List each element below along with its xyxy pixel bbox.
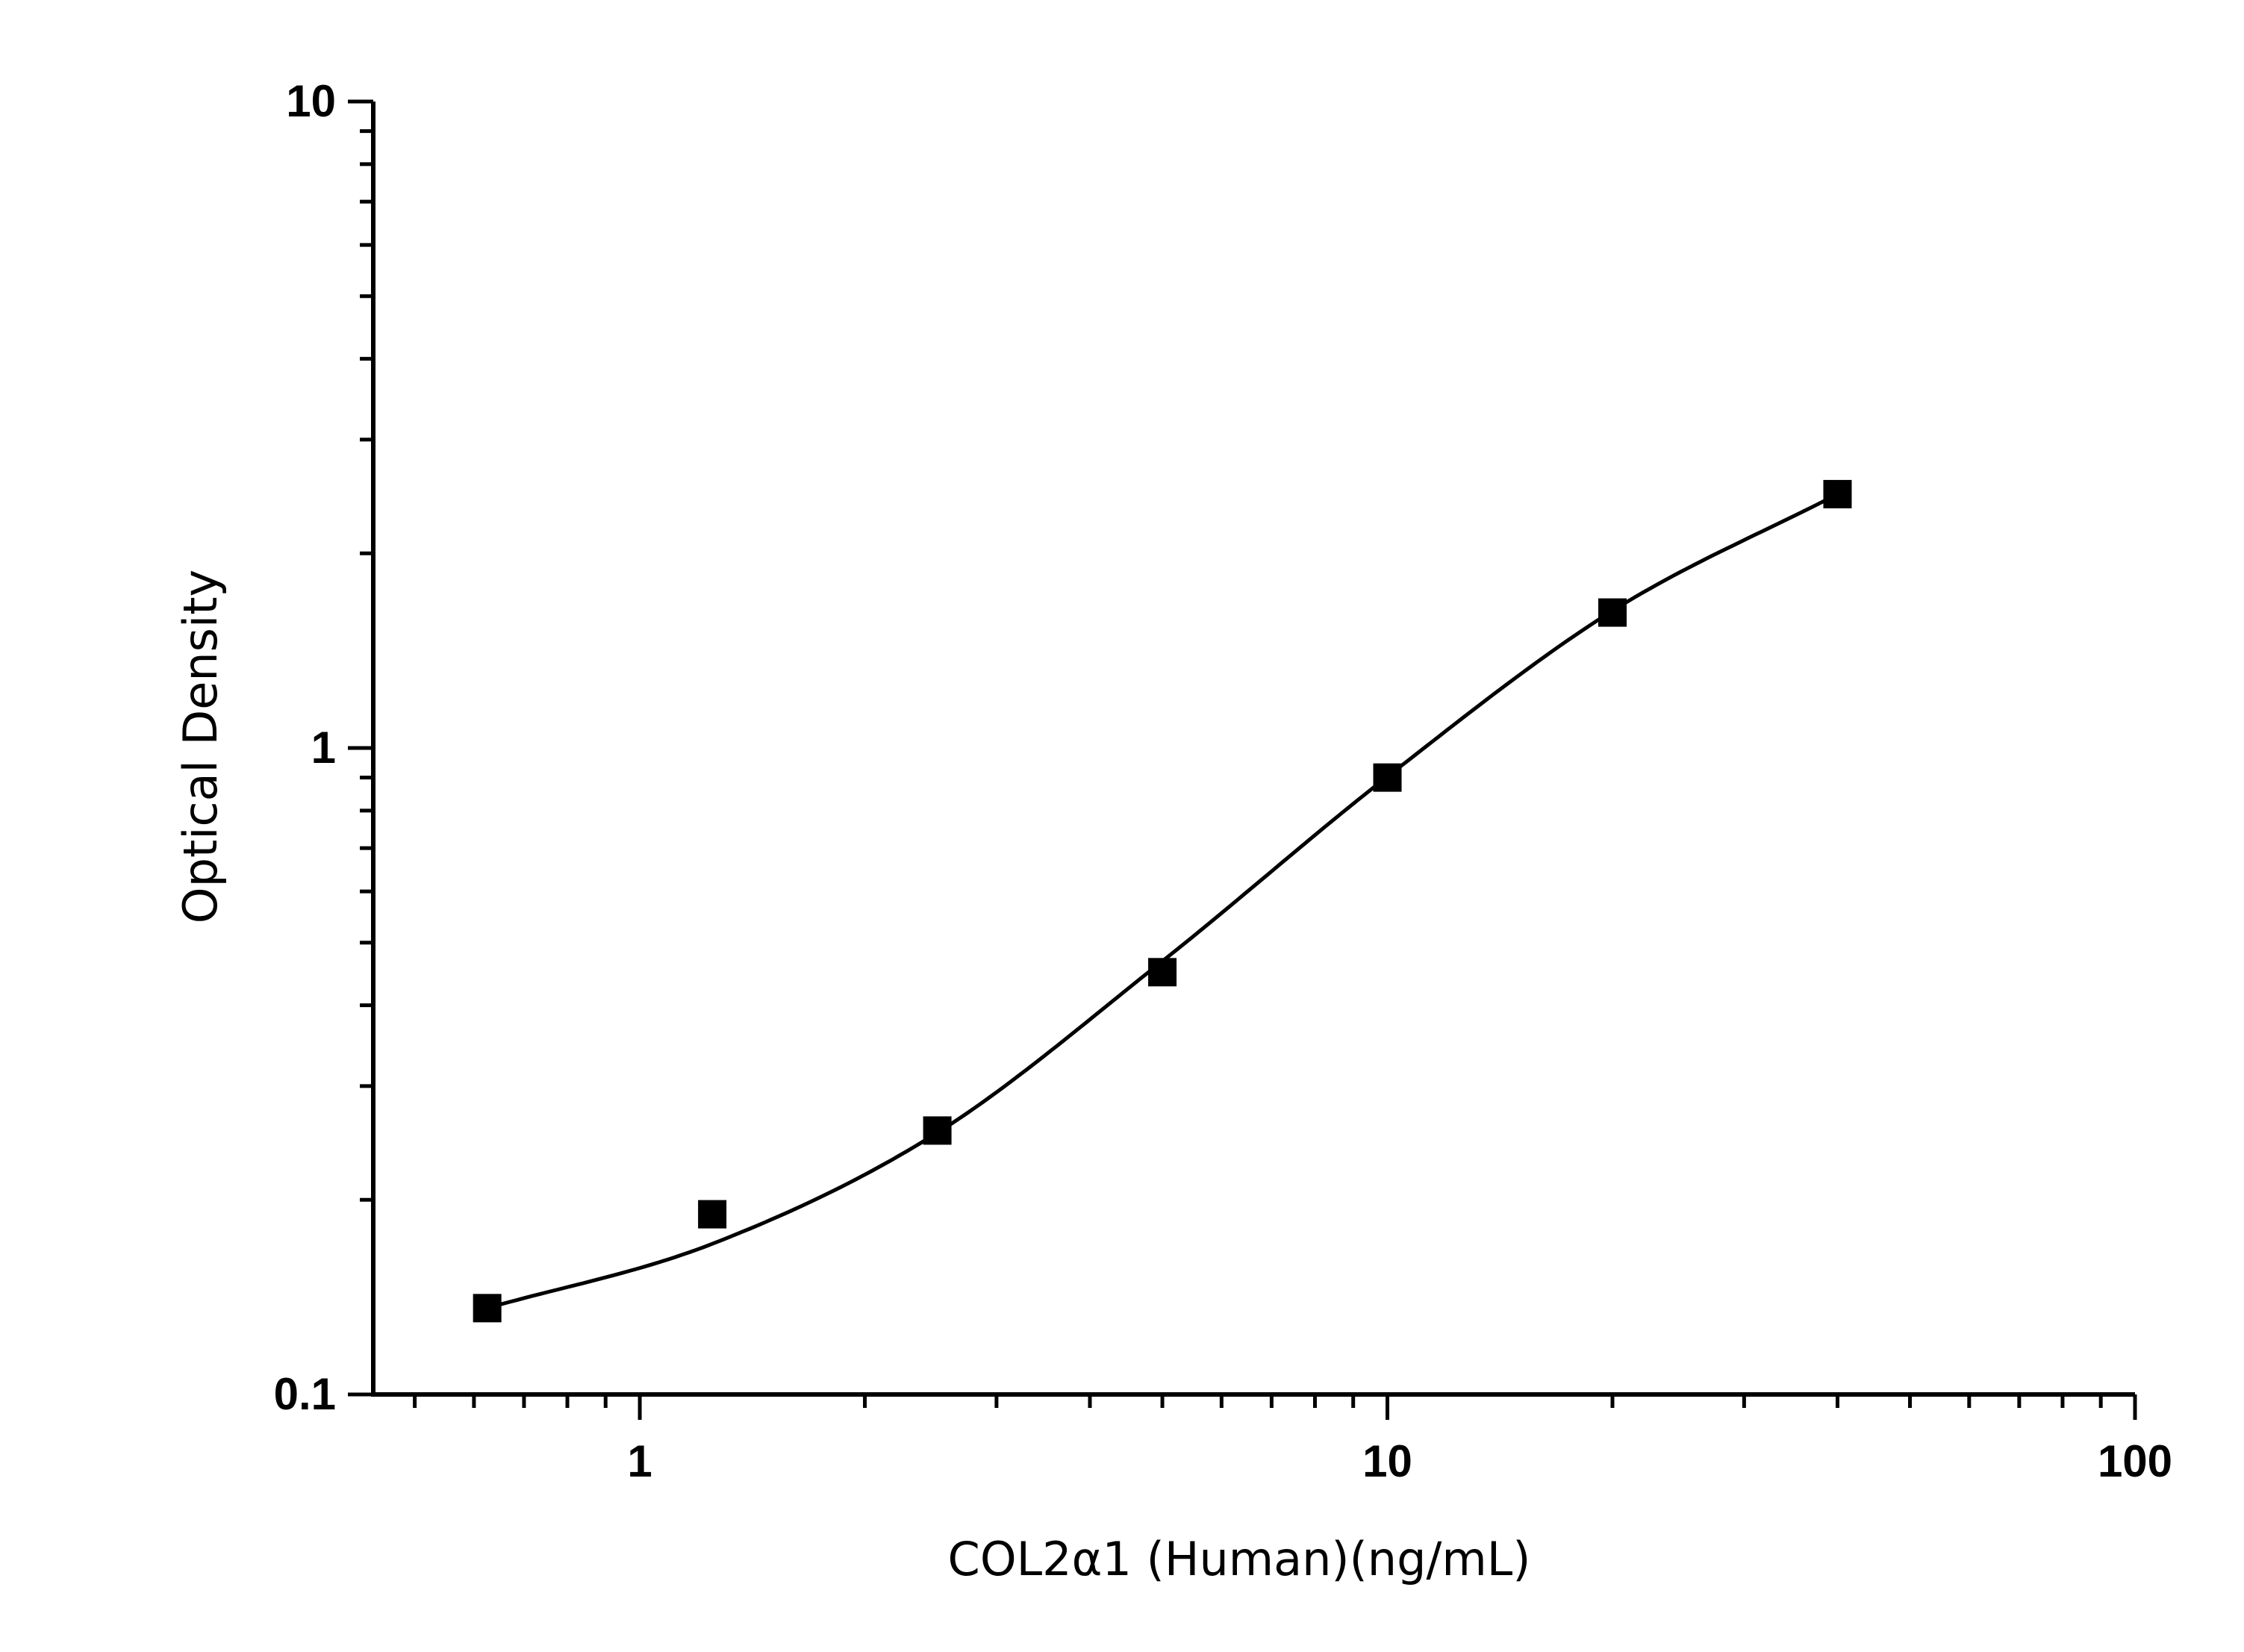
y-tick-label: 0.1 (274, 1369, 336, 1419)
data-point (1598, 598, 1627, 627)
data-point (473, 1294, 502, 1323)
data-point (1373, 763, 1402, 792)
data-point (1148, 958, 1177, 987)
x-tick-label: 1 (627, 1436, 652, 1486)
fit-curve (487, 492, 1839, 1310)
axes (371, 102, 2135, 1397)
y-tick-label: 10 (286, 76, 336, 126)
ticks (348, 99, 2137, 1420)
data-point (923, 1116, 952, 1145)
data-point (698, 1200, 727, 1229)
x-tick-label: 10 (1362, 1436, 1412, 1486)
y-axis-title: Optical Density (173, 570, 228, 923)
y-tick-label: 1 (311, 723, 336, 773)
tick-labels: 0.1 1 10 1 10 100 (274, 76, 2172, 1486)
x-tick-label: 100 (2098, 1436, 2172, 1486)
x-axis-title: COL2α1 (Human)(ng/mL) (948, 1532, 1531, 1586)
data-point (1823, 479, 1852, 508)
data-points (473, 479, 1852, 1323)
